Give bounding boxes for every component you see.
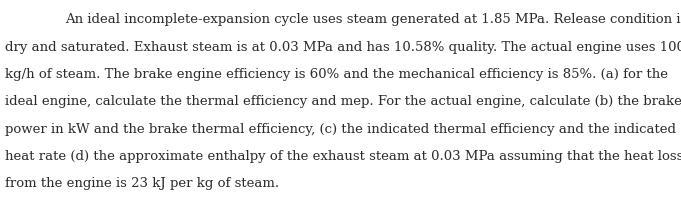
Text: kg/h of steam. The brake engine efficiency is 60% and the mechanical efficiency : kg/h of steam. The brake engine efficien… bbox=[5, 68, 669, 81]
Text: ideal engine, calculate the thermal efficiency and mep. For the actual engine, c: ideal engine, calculate the thermal effi… bbox=[5, 95, 681, 108]
Text: heat rate (d) the approximate enthalpy of the exhaust steam at 0.03 MPa assuming: heat rate (d) the approximate enthalpy o… bbox=[5, 149, 681, 162]
Text: An ideal incomplete-expansion cycle uses steam generated at 1.85 MPa. Release co: An ideal incomplete-expansion cycle uses… bbox=[65, 13, 681, 26]
Text: power in kW and the brake thermal efficiency, (c) the indicated thermal efficien: power in kW and the brake thermal effici… bbox=[5, 122, 676, 135]
Text: dry and saturated. Exhaust steam is at 0.03 MPa and has 10.58% quality. The actu: dry and saturated. Exhaust steam is at 0… bbox=[5, 41, 681, 54]
Text: from the engine is 23 kJ per kg of steam.: from the engine is 23 kJ per kg of steam… bbox=[5, 177, 280, 190]
